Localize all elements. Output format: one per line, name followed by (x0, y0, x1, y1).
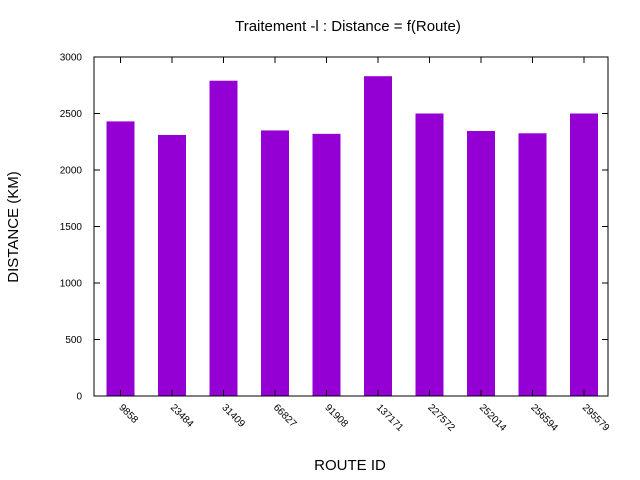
x-axis-label: ROUTE ID (314, 457, 386, 474)
x-tick-label: 137171 (374, 402, 406, 434)
bar-295579 (570, 113, 598, 396)
x-tick-label: 31409 (219, 402, 247, 430)
x-tick-label: 252014 (477, 402, 509, 434)
bar-252014 (467, 131, 495, 396)
x-tick-label: 23484 (168, 402, 196, 430)
bar-91908 (312, 133, 341, 396)
y-tick-label: 2000 (60, 166, 83, 177)
bar-137171 (364, 76, 392, 397)
y-ticks-group: 0 500 1000 1500 2000 2500 3000 (60, 53, 608, 403)
y-tick-label: 500 (65, 335, 82, 346)
bar-31409 (209, 80, 238, 396)
bar-227572 (415, 113, 444, 396)
y-tick-label: 2500 (60, 109, 83, 120)
x-tick-label: 295579 (580, 402, 612, 434)
x-tick-label: 227572 (425, 402, 457, 434)
y-tick-label: 1000 (60, 279, 83, 290)
bar-23484 (158, 134, 186, 396)
y-axis-label: DISTANCE (KM) (5, 171, 22, 282)
x-tick-label: 66827 (271, 402, 299, 430)
y-tick-label: 3000 (60, 53, 83, 64)
x-tick-label: 9858 (116, 402, 140, 426)
bar-66827 (261, 130, 289, 396)
bars-group (106, 76, 598, 397)
x-tick-label: 91908 (322, 402, 350, 430)
chart-title: Traitement -l : Distance = f(Route) (235, 18, 461, 35)
y-tick-label: 0 (76, 392, 82, 403)
y-tick-label: 1500 (60, 222, 83, 233)
bar-256594 (518, 133, 547, 396)
x-tick-label: 256594 (528, 402, 560, 434)
bar-9858 (106, 121, 135, 396)
